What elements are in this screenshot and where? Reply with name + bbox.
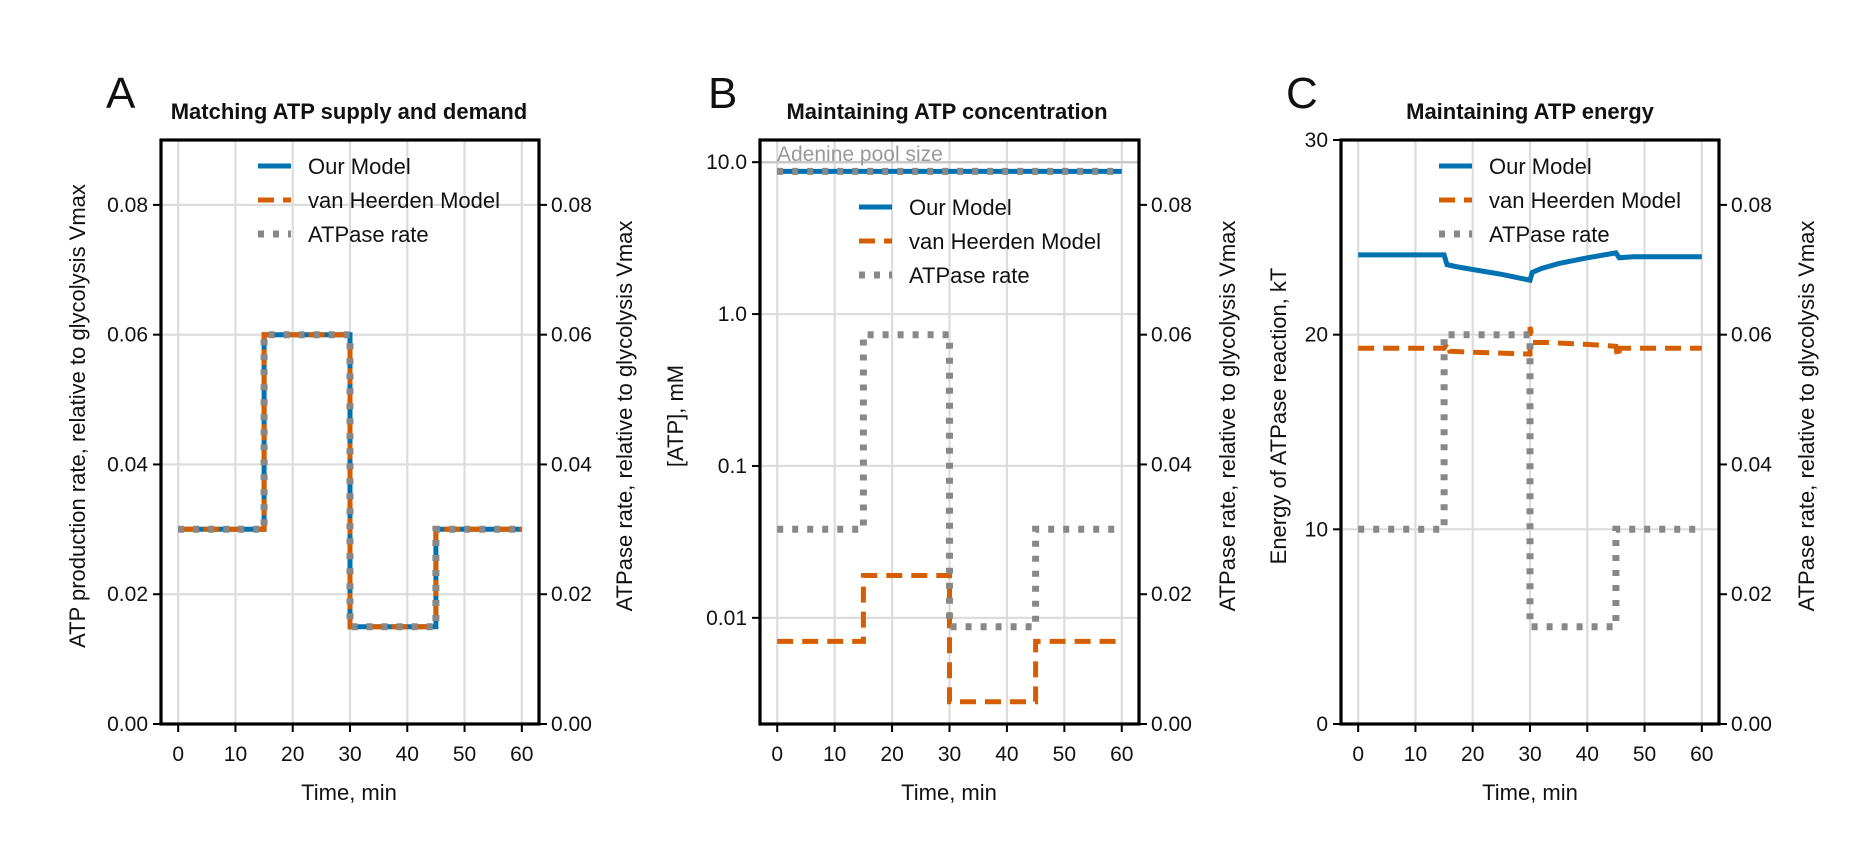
panel-a-legend: Our Model van Heerden Model ATPase rate — [258, 154, 500, 247]
legend-label: van Heerden Model — [308, 188, 500, 213]
legend-label: Our Model — [909, 195, 1012, 220]
panel-b-title: Maintaining ATP concentration — [786, 99, 1107, 124]
y-tick-label: 0.08 — [107, 194, 148, 217]
adenine-pool-label: Adenine pool size — [777, 143, 943, 166]
panel-b-grid — [760, 140, 1139, 724]
y-tick-label: 30 — [1305, 129, 1328, 152]
y2-tick-label: 0.06 — [551, 324, 592, 347]
panel-a-frame — [159, 138, 541, 726]
panel-b-legend: Our Model van Heerden Model ATPase rate — [859, 195, 1101, 288]
y2-tick-label: 0.06 — [1731, 324, 1772, 347]
y2-tick-label: 0.02 — [551, 583, 592, 606]
y2-tick-label: 0.08 — [1151, 194, 1192, 217]
panel-b-y2label: ATPase rate, relative to glycolysis Vmax — [1215, 221, 1240, 612]
x-tick-label: 0 — [172, 743, 184, 766]
panel-a-title: Matching ATP supply and demand — [171, 99, 528, 124]
x-tick-label: 40 — [995, 743, 1018, 766]
legend-label: ATPase rate — [308, 222, 429, 247]
y-tick-label: 0.1 — [718, 455, 747, 478]
panel-a: A Matching ATP supply and demand Time, m… — [65, 69, 637, 805]
panel-c-xlabel: Time, min — [1482, 780, 1578, 805]
panel-c-legend: Our Model van Heerden Model ATPase rate — [1439, 154, 1681, 247]
y2-tick-label: 0.06 — [1151, 324, 1192, 347]
panel-a-grid — [161, 140, 539, 726]
legend-label: Our Model — [1489, 154, 1592, 179]
y2-tick-label: 0.04 — [1731, 453, 1772, 476]
y2-tick-label: 0.08 — [1731, 194, 1772, 217]
x-tick-label: 60 — [1110, 743, 1133, 766]
x-tick-label: 30 — [1518, 743, 1541, 766]
y2-tick-label: 0.04 — [551, 453, 592, 476]
panel-c-ylabel: Energy of ATPase reaction, kT — [1266, 268, 1291, 565]
y-tick-label: 1.0 — [718, 303, 747, 326]
y-tick-label: 0.01 — [706, 607, 747, 630]
series-line-van-heerden-model — [777, 573, 1122, 705]
legend-label: van Heerden Model — [1489, 188, 1681, 213]
y-tick-label: 0.06 — [107, 324, 148, 347]
y2-tick-label: 0.02 — [1151, 583, 1192, 606]
x-tick-label: 10 — [1404, 743, 1427, 766]
x-tick-label: 60 — [510, 743, 533, 766]
x-tick-label: 50 — [1633, 743, 1656, 766]
x-tick-label: 0 — [771, 743, 783, 766]
panel-b-ylabel: [ATP], mM — [663, 365, 688, 467]
x-tick-label: 30 — [338, 743, 361, 766]
x-tick-label: 60 — [1690, 743, 1713, 766]
x-tick-label: 40 — [396, 743, 419, 766]
y-tick-label: 10 — [1305, 518, 1328, 541]
x-tick-label: 50 — [1053, 743, 1076, 766]
y2-tick-label: 0.04 — [1151, 453, 1192, 476]
x-tick-label: 20 — [880, 743, 903, 766]
y-tick-label: 0.02 — [107, 583, 148, 606]
panel-b-xlabel: Time, min — [901, 780, 997, 805]
x-tick-label: 40 — [1576, 743, 1599, 766]
legend-label: van Heerden Model — [909, 229, 1101, 254]
panel-c-title: Maintaining ATP energy — [1406, 99, 1655, 124]
panel-b: B Maintaining ATP concentration Time, mi… — [663, 69, 1240, 805]
x-tick-label: 0 — [1352, 743, 1364, 766]
x-tick-label: 20 — [1461, 743, 1484, 766]
panel-a-y2label: ATPase rate, relative to glycolysis Vmax — [612, 221, 637, 612]
panel-b-series — [777, 167, 1122, 705]
y-tick-label: 0.04 — [107, 453, 148, 476]
panel-c-y2label: ATPase rate, relative to glycolysis Vmax — [1794, 221, 1819, 612]
x-tick-label: 20 — [281, 743, 304, 766]
panel-label-c: C — [1286, 69, 1318, 118]
series-line-our-model — [1358, 250, 1702, 284]
panel-a-xlabel: Time, min — [301, 780, 397, 805]
panel-label-b: B — [708, 69, 737, 118]
y-tick-label: 10.0 — [706, 151, 747, 174]
panel-b-frame — [758, 138, 1141, 726]
y-tick-label: 0 — [1316, 713, 1328, 736]
panel-c-series — [1358, 250, 1702, 631]
x-tick-label: 50 — [453, 743, 476, 766]
y-tick-label: 0.00 — [107, 713, 148, 736]
legend-label: ATPase rate — [909, 263, 1030, 288]
panel-a-ylabel: ATP production rate, relative to glycoly… — [65, 184, 90, 648]
y2-tick-label: 0.00 — [1151, 713, 1192, 736]
panel-label-a: A — [106, 69, 136, 118]
y-tick-label: 20 — [1305, 324, 1328, 347]
y2-tick-label: 0.02 — [1731, 583, 1772, 606]
series-line-atpase-rate — [178, 331, 522, 631]
series-line-atpase-rate — [777, 331, 1122, 631]
series-line-atpase-rate — [1358, 331, 1702, 631]
y2-tick-label: 0.00 — [1731, 713, 1772, 736]
legend-label: ATPase rate — [1489, 222, 1610, 247]
series-line-van-heerden-model — [1358, 326, 1702, 359]
y2-tick-label: 0.00 — [551, 713, 592, 736]
panel-a-series — [178, 331, 522, 631]
x-tick-label: 10 — [823, 743, 846, 766]
panel-c-frame — [1339, 138, 1721, 726]
panel-c: C Maintaining ATP energy Time, min Energ… — [1266, 69, 1819, 805]
legend-label: Our Model — [308, 154, 411, 179]
x-tick-label: 10 — [224, 743, 247, 766]
x-tick-label: 30 — [938, 743, 961, 766]
y2-tick-label: 0.08 — [551, 194, 592, 217]
